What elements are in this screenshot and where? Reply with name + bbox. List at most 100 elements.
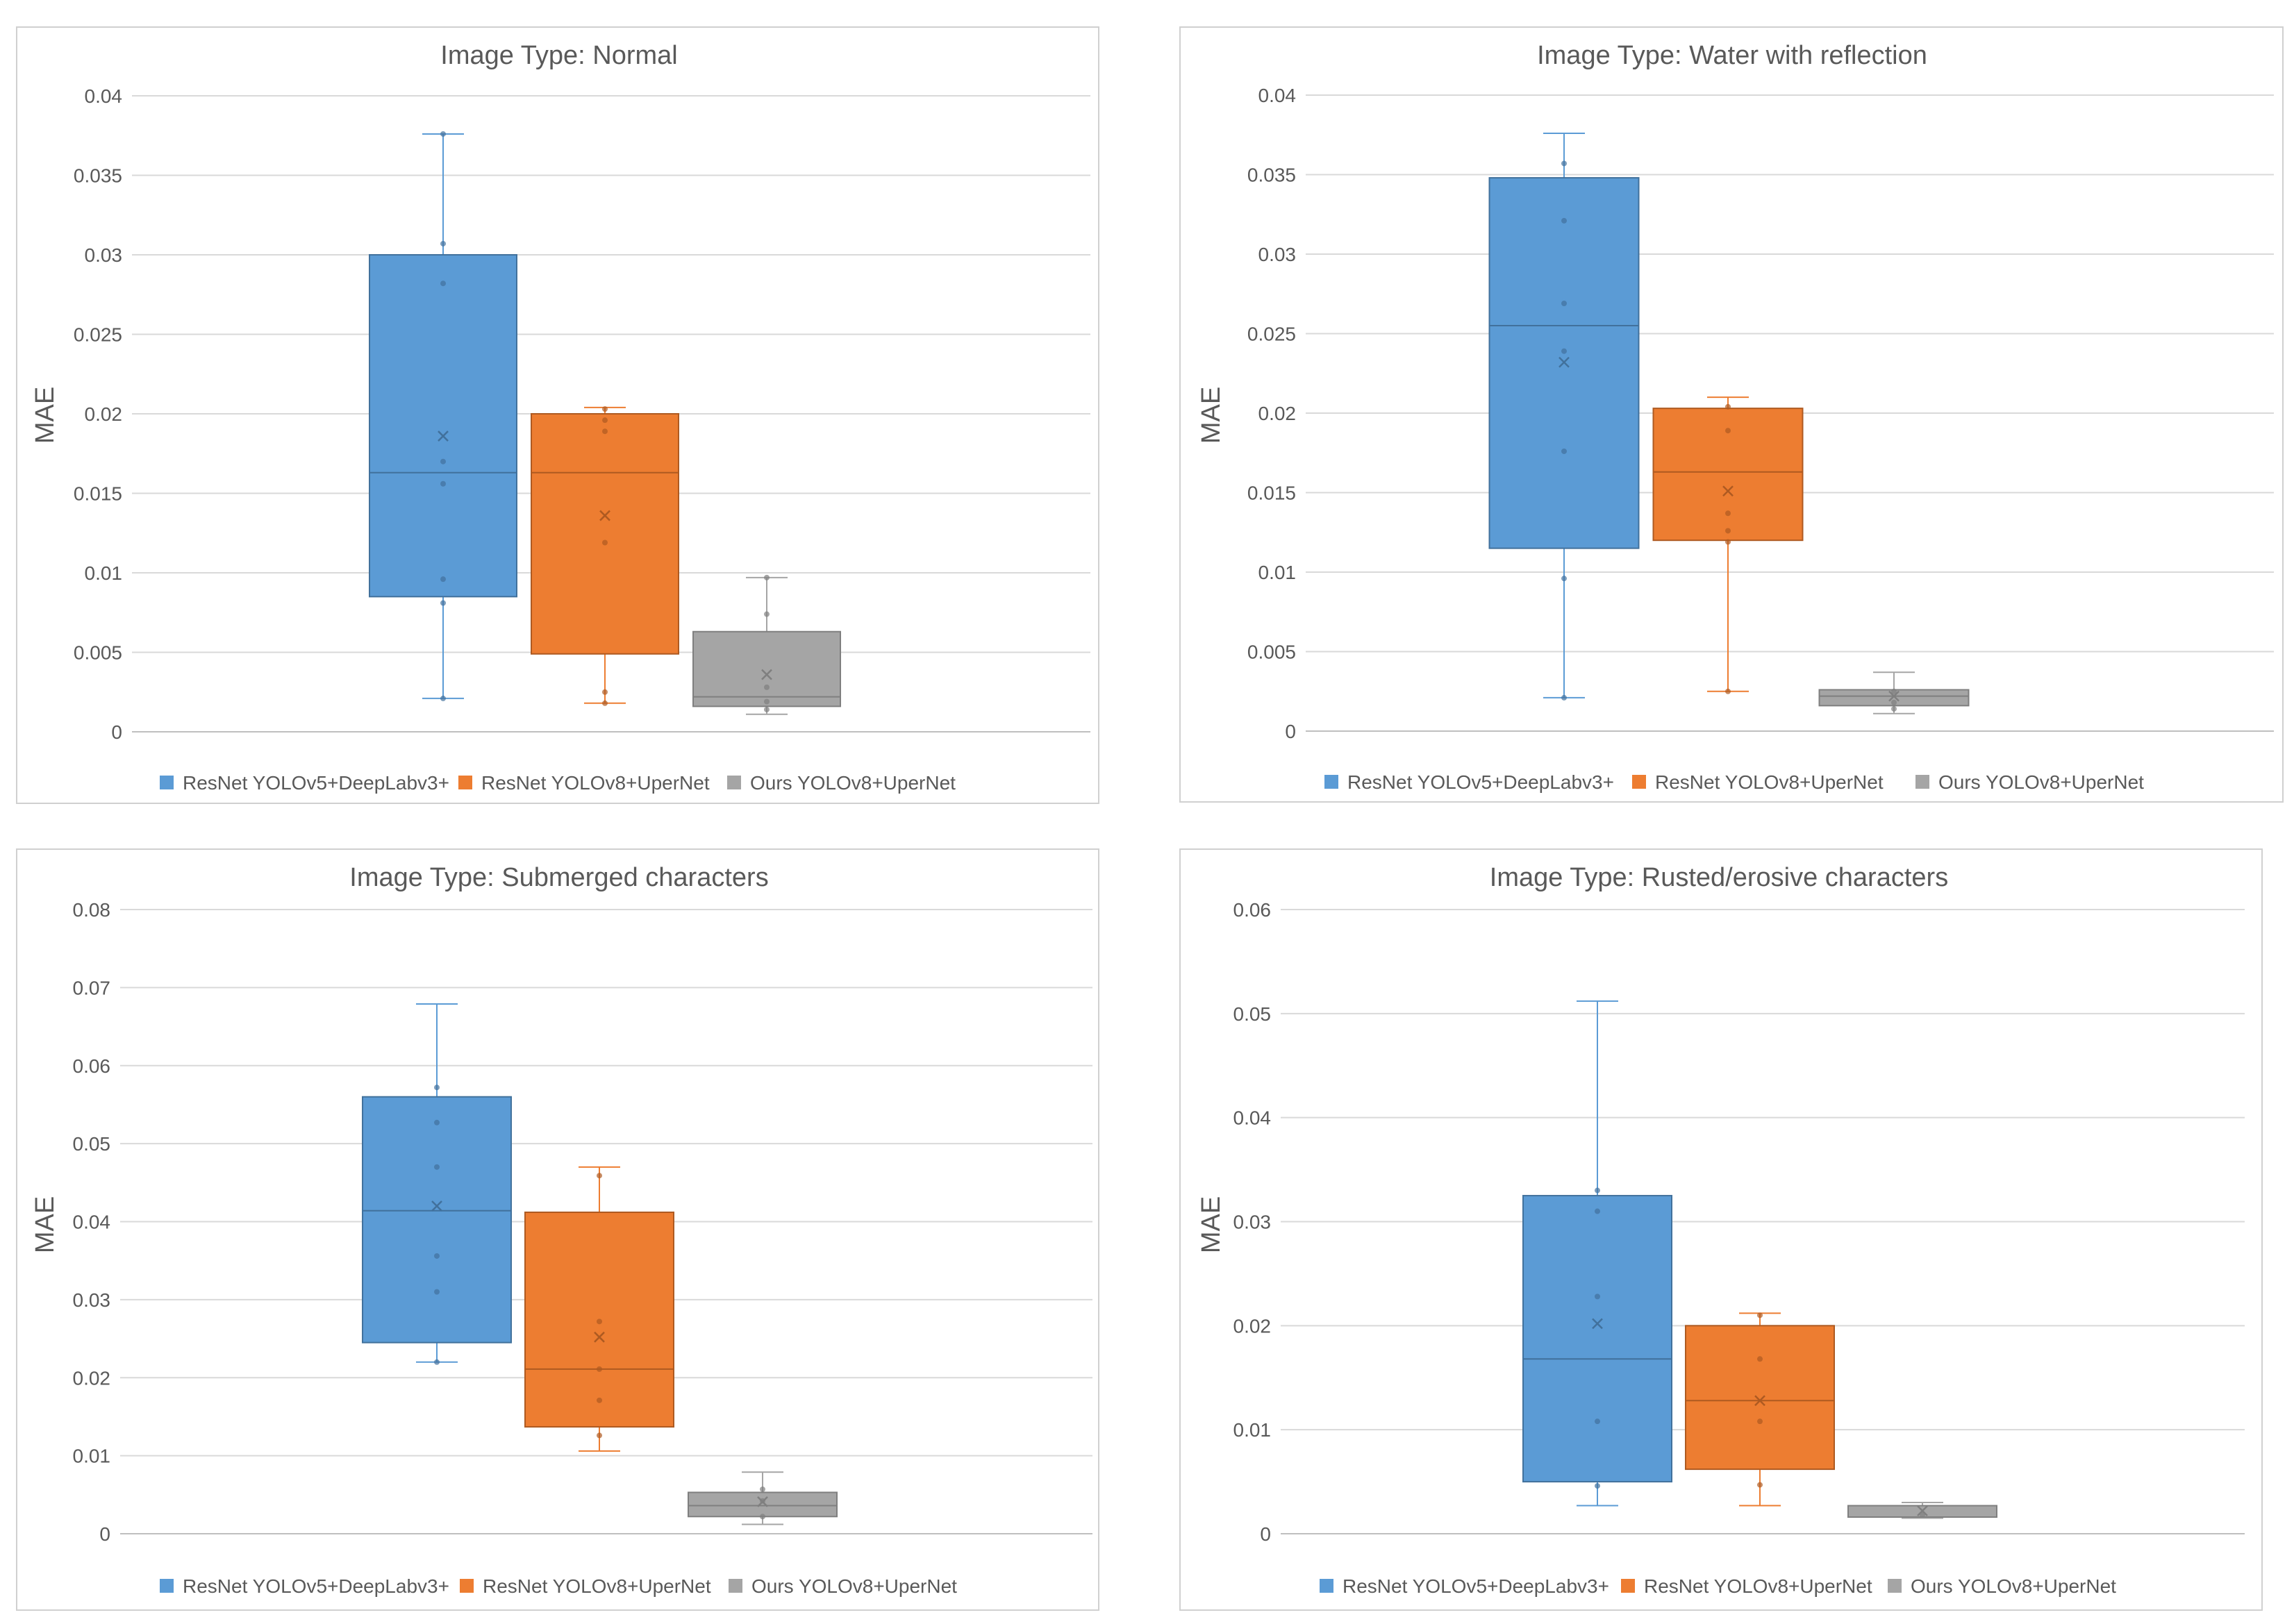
data-point [1891, 705, 1897, 712]
data-point [1561, 348, 1567, 354]
mean-marker [594, 1331, 605, 1343]
legend-swatch-2 [1915, 775, 1929, 789]
data-point [434, 1164, 440, 1170]
y-tick-label: 0.04 [1233, 1107, 1272, 1129]
legend-label-1: ResNet YOLOv8+UperNet [483, 1575, 711, 1597]
data-point [602, 539, 608, 546]
y-tick-label: 0.01 [1233, 1419, 1272, 1441]
y-tick-label: 0.025 [74, 324, 122, 346]
box-series-1 [524, 1166, 674, 1452]
data-point [602, 417, 608, 424]
data-point [760, 1514, 765, 1520]
y-tick-label: 0.03 [1258, 244, 1297, 265]
mean-marker-stroke [438, 430, 449, 442]
mean-marker [757, 1496, 768, 1507]
y-tick-label: 0.06 [1233, 899, 1272, 921]
data-point [1561, 576, 1567, 582]
box-series-2 [688, 1471, 838, 1525]
data-point [1725, 510, 1731, 517]
mean-marker [1754, 1395, 1765, 1407]
mean-marker-stroke [757, 1496, 768, 1507]
y-axis-label: MAE [1197, 387, 1226, 444]
data-point [440, 480, 446, 487]
mean-marker [1592, 1318, 1603, 1330]
data-point [1725, 428, 1731, 434]
data-point [602, 428, 608, 435]
chart-title: Image Type: Submerged characters [349, 863, 768, 892]
chart-title: Image Type: Water with reflection [1537, 41, 1927, 70]
y-tick-label: 0 [111, 721, 122, 743]
data-point [1757, 1418, 1763, 1425]
y-tick-label: 0.005 [1247, 642, 1296, 663]
data-point [597, 1397, 602, 1403]
legend-swatch-1 [1632, 775, 1646, 789]
y-tick-label: 0.025 [1247, 324, 1296, 345]
y-tick-label: 0.06 [73, 1055, 111, 1077]
mean-marker [761, 669, 772, 680]
y-tick-label: 0 [99, 1523, 110, 1545]
y-tick-label: 0.01 [1258, 562, 1297, 583]
data-point [764, 611, 770, 617]
chart-title: Image Type: Normal [440, 41, 677, 70]
data-point [1757, 1312, 1763, 1319]
legend-label-0: ResNet YOLOv5+DeepLabv3+ [183, 1575, 449, 1597]
data-point [1725, 539, 1731, 545]
legend-label-0: ResNet YOLOv5+DeepLabv3+ [1343, 1575, 1609, 1597]
data-point [1561, 694, 1567, 701]
legend: ResNet YOLOv5+DeepLabv3+ ResNet YOLOv8+U… [160, 772, 956, 794]
y-tick-label: 0.015 [74, 483, 122, 505]
y-axis-label: MAE [1197, 1196, 1226, 1253]
data-point [764, 706, 770, 712]
legend: ResNet YOLOv5+DeepLabv3+ ResNet YOLOv8+U… [160, 1575, 957, 1597]
y-tick-label: 0.05 [73, 1133, 111, 1155]
mean-marker-stroke [1888, 690, 1900, 702]
box-iqr [1685, 1325, 1835, 1471]
legend-swatch-0 [160, 776, 174, 789]
data-point [1725, 688, 1731, 694]
box-series-0 [1522, 1000, 1672, 1507]
y-tick-label: 0.035 [1247, 165, 1296, 186]
data-point [597, 1173, 602, 1179]
legend-swatch-2 [729, 1579, 742, 1593]
data-point [760, 1486, 765, 1492]
chart-normal: 0 0.005 0.01 0.015 0.02 0.025 0.03 0.035 0.04 Im… [16, 26, 1099, 804]
data-point [440, 600, 446, 606]
y-tick-label: 0.015 [1247, 483, 1296, 504]
mean-marker [1888, 690, 1900, 702]
legend-label-2: Ours YOLOv8+UperNet [750, 772, 956, 794]
y-axis-label: MAE [31, 1196, 60, 1253]
data-point [1595, 1208, 1600, 1214]
y-tick-label: 0.04 [1258, 85, 1297, 106]
legend-swatch-0 [1324, 775, 1338, 789]
data-point [602, 700, 608, 706]
legend-label-1: ResNet YOLOv8+UperNet [481, 772, 710, 794]
chart-water-reflection: 0 0.005 0.01 0.015 0.02 0.025 0.03 0.035 0.04 Im… [1179, 26, 2284, 803]
y-tick-label: 0.05 [1233, 1003, 1272, 1025]
data-point [764, 698, 770, 705]
legend-swatch-2 [1888, 1579, 1902, 1593]
y-tick-label: 0.04 [85, 85, 123, 107]
box-iqr [531, 413, 679, 655]
box-series-0 [362, 1003, 512, 1365]
mean-marker-stroke [599, 510, 610, 521]
box-series-1 [1652, 396, 1804, 694]
legend-swatch-1 [1621, 1579, 1635, 1593]
mean-marker [1559, 356, 1570, 368]
y-tick-label: 0.01 [85, 562, 123, 584]
data-point [597, 1319, 602, 1325]
data-point [1595, 1294, 1600, 1300]
y-tick-label: 0.07 [73, 977, 111, 998]
data-point [1595, 1187, 1600, 1194]
box-series-1 [531, 406, 679, 706]
data-point [434, 1359, 440, 1365]
y-tick-label: 0.01 [73, 1446, 111, 1467]
data-point [1920, 1512, 1925, 1518]
chart-rusted-erosive: 0 0.01 0.02 0.03 0.04 0.05 0.06 Image Type: Ru… [1179, 848, 2263, 1611]
data-point [764, 684, 770, 690]
legend-swatch-2 [727, 776, 741, 789]
mean-marker-stroke [1592, 1318, 1603, 1330]
y-tick-label: 0.02 [1258, 403, 1297, 424]
legend-label-2: Ours YOLOv8+UperNet [1938, 771, 2144, 793]
y-tick-label: 0.02 [1233, 1315, 1272, 1337]
chart-title: Image Type: Rusted/erosive characters [1490, 863, 1948, 892]
